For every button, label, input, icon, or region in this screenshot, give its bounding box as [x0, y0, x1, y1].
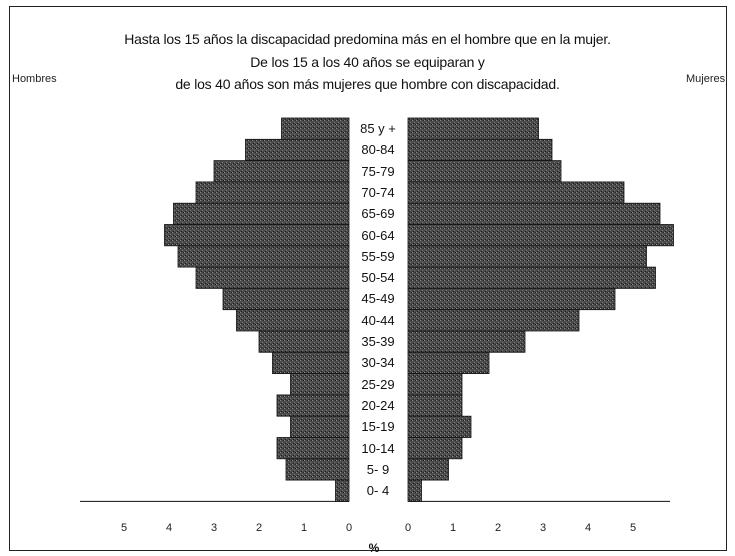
bar-mujeres-13 — [407, 394, 463, 417]
bar-hombres-15 — [276, 437, 350, 460]
age-label-10: 35-39 — [361, 334, 395, 349]
bar-mujeres-6 — [407, 245, 647, 268]
bar-mujeres-1 — [407, 138, 553, 162]
tick-right-1: 1 — [449, 522, 457, 534]
age-label-7: 50-54 — [361, 270, 395, 286]
age-label-9: 40-44 — [361, 312, 395, 328]
age-label-15: 10-14 — [361, 440, 395, 456]
bar-hombres-9 — [236, 309, 350, 332]
tick-left-1: 4 — [165, 522, 173, 534]
bar-mujeres-8 — [407, 287, 616, 311]
bar-hombres-8 — [222, 287, 350, 311]
bar-hombres-4 — [173, 202, 350, 225]
bar-hombres-1 — [245, 138, 350, 162]
age-label-6: 55-59 — [361, 248, 395, 264]
bar-hombres-13 — [276, 394, 350, 417]
bar-hombres-5 — [164, 224, 350, 247]
bar-mujeres-5 — [407, 224, 674, 247]
age-label-16: 5- 9 — [366, 461, 390, 477]
right-side-label: Mujeres — [686, 73, 726, 85]
tick-left-2: 3 — [210, 522, 218, 534]
age-label-2: 75-79 — [361, 163, 395, 179]
bar-mujeres-3 — [407, 181, 625, 204]
bar-hombres-10 — [258, 330, 350, 353]
bar-mujeres-0 — [407, 117, 539, 140]
bar-mujeres-9 — [407, 309, 580, 332]
tick-left-0: 5 — [120, 522, 128, 534]
bar-hombres-16 — [285, 458, 350, 481]
tick-right-2: 2 — [494, 522, 502, 534]
tick-left-5: 0 — [345, 522, 353, 534]
bar-mujeres-17 — [407, 479, 422, 502]
bar-hombres-3 — [195, 181, 350, 204]
bar-hombres-17 — [335, 479, 350, 502]
age-label-14: 15-19 — [361, 419, 395, 435]
bar-hombres-7 — [195, 266, 350, 289]
age-label-13: 20-24 — [361, 397, 395, 413]
chart-frame — [9, 6, 727, 551]
bar-mujeres-2 — [407, 160, 562, 183]
bar-mujeres-15 — [407, 437, 463, 460]
age-label-12: 25-29 — [361, 376, 395, 392]
age-label-11: 30-34 — [361, 355, 395, 371]
age-label-5: 60-64 — [361, 227, 395, 243]
tick-left-3: 2 — [255, 522, 263, 534]
chart-title-line-3: de los 40 años son más mujeres que hombr… — [175, 76, 560, 92]
tick-right-5: 5 — [629, 522, 637, 534]
age-label-0: 85 y + — [360, 121, 396, 136]
bar-mujeres-7 — [407, 266, 656, 289]
bar-hombres-2 — [213, 160, 350, 183]
bar-mujeres-16 — [407, 458, 449, 481]
bar-hombres-0 — [281, 117, 350, 140]
bar-mujeres-14 — [407, 415, 472, 438]
age-label-4: 65-69 — [361, 206, 395, 222]
bar-mujeres-12 — [407, 373, 463, 396]
bar-hombres-12 — [290, 373, 350, 396]
bar-hombres-11 — [272, 351, 350, 374]
age-label-8: 45-49 — [361, 291, 395, 307]
tick-right-0: 0 — [404, 522, 412, 534]
chart-title-line-1: Hasta los 15 años la discapacidad predom… — [124, 31, 611, 47]
bar-mujeres-10 — [407, 330, 526, 353]
age-label-1: 80-84 — [361, 142, 395, 158]
bar-mujeres-4 — [407, 202, 661, 225]
chart-title-line-2: De los 15 a los 40 años se equiparan y — [250, 54, 485, 70]
tick-left-4: 1 — [300, 522, 308, 534]
x-axis-label: % — [368, 541, 380, 555]
age-label-17: 0- 4 — [366, 483, 390, 499]
tick-right-3: 3 — [539, 522, 547, 534]
age-label-3: 70-74 — [361, 184, 395, 200]
tick-right-4: 4 — [584, 522, 592, 534]
bar-hombres-14 — [290, 415, 350, 438]
left-side-label: Hombres — [12, 73, 57, 85]
bar-mujeres-11 — [407, 351, 490, 374]
bar-hombres-6 — [177, 245, 350, 268]
